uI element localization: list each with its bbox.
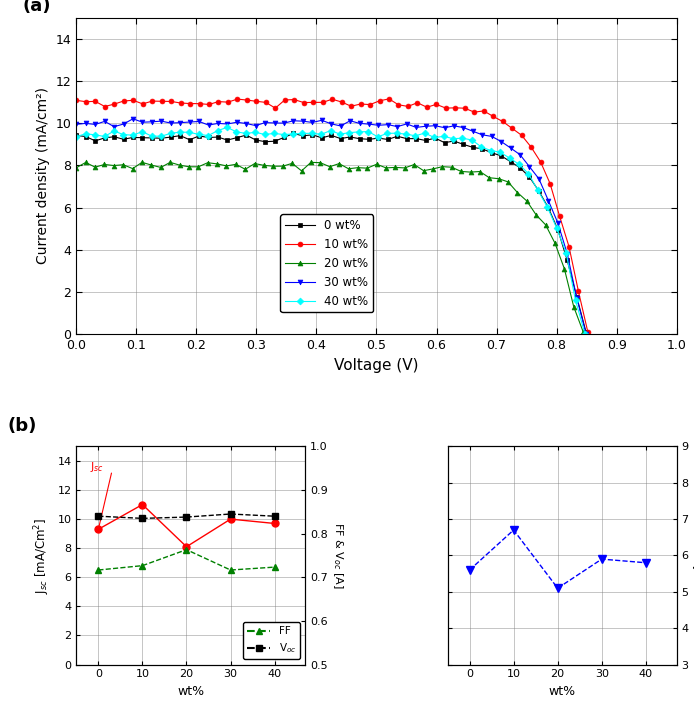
30 wt% bbox=[176, 118, 185, 127]
20 wt% bbox=[532, 211, 541, 219]
Line: J$_{sc}$: J$_{sc}$ bbox=[95, 501, 278, 550]
Line: 20 wt%: 20 wt% bbox=[74, 160, 586, 334]
30 wt% bbox=[72, 120, 81, 129]
20 wt% bbox=[128, 164, 137, 173]
Legend: FF, V$_{oc}$: FF, V$_{oc}$ bbox=[243, 622, 301, 660]
Line: FF: FF bbox=[95, 547, 278, 573]
X-axis label: wt%: wt% bbox=[178, 685, 205, 698]
Text: (a): (a) bbox=[22, 0, 51, 15]
10 wt% bbox=[167, 97, 176, 105]
Y-axis label: FF & V$_{oc}$ [A]: FF & V$_{oc}$ [A] bbox=[331, 522, 345, 589]
0 wt% bbox=[72, 131, 81, 139]
20 wt% bbox=[176, 161, 184, 170]
V$_{oc}$ bbox=[138, 514, 146, 522]
40 wt% bbox=[223, 123, 231, 132]
V$_{oc}$ bbox=[183, 513, 191, 521]
10 wt% bbox=[584, 328, 592, 337]
Line: 0 wt%: 0 wt% bbox=[74, 131, 589, 335]
V$_{oc}$ bbox=[226, 510, 235, 518]
40 wt% bbox=[581, 329, 589, 338]
X-axis label: wt%: wt% bbox=[548, 685, 575, 698]
FF bbox=[138, 561, 146, 570]
20 wt% bbox=[570, 303, 578, 311]
FF bbox=[271, 563, 279, 571]
20 wt% bbox=[203, 158, 212, 167]
V$_{oc}$ bbox=[94, 512, 103, 520]
40 wt% bbox=[270, 129, 278, 138]
10 wt% bbox=[575, 287, 583, 296]
Y-axis label: J$_{sc}$ [mA/Cm$^2$]: J$_{sc}$ [mA/Cm$^2$] bbox=[32, 518, 52, 593]
Y-axis label: Current density (mA/cm²): Current density (mA/cm²) bbox=[36, 88, 50, 264]
30 wt% bbox=[271, 119, 279, 127]
Line: 10 wt%: 10 wt% bbox=[74, 96, 591, 335]
0 wt% bbox=[573, 293, 581, 301]
J$_{sc}$ bbox=[138, 501, 146, 509]
10 wt% bbox=[385, 95, 393, 103]
40 wt% bbox=[167, 129, 175, 138]
Legend: 0 wt%, 10 wt%, 20 wt%, 30 wt%, 40 wt%: 0 wt%, 10 wt%, 20 wt%, 30 wt%, 40 wt% bbox=[280, 214, 373, 312]
10 wt% bbox=[195, 100, 203, 108]
30 wt% bbox=[573, 293, 581, 302]
FF bbox=[94, 566, 103, 574]
40 wt% bbox=[128, 131, 137, 139]
FF bbox=[226, 566, 235, 574]
Line: 40 wt%: 40 wt% bbox=[74, 125, 587, 337]
20 wt% bbox=[269, 162, 278, 170]
Text: (b): (b) bbox=[8, 417, 37, 436]
20 wt% bbox=[579, 327, 587, 336]
0 wt% bbox=[195, 132, 203, 140]
Text: J$_{sc}$: J$_{sc}$ bbox=[90, 460, 104, 474]
20 wt% bbox=[72, 163, 81, 172]
J$_{sc}$ bbox=[183, 542, 191, 551]
Line: 30 wt%: 30 wt% bbox=[74, 117, 589, 337]
0 wt% bbox=[535, 187, 543, 195]
20 wt% bbox=[138, 158, 146, 167]
0 wt% bbox=[129, 133, 137, 141]
10 wt% bbox=[72, 96, 81, 105]
J$_{sc}$ bbox=[271, 519, 279, 527]
30 wt% bbox=[204, 121, 212, 129]
J$_{sc}$ bbox=[94, 525, 103, 534]
V$_{oc}$ bbox=[271, 512, 279, 520]
FF bbox=[183, 545, 191, 554]
10 wt% bbox=[129, 96, 137, 105]
40 wt% bbox=[72, 132, 81, 141]
40 wt% bbox=[571, 296, 579, 305]
40 wt% bbox=[194, 130, 203, 139]
30 wt% bbox=[582, 330, 591, 339]
Line: V$_{oc}$: V$_{oc}$ bbox=[95, 510, 278, 522]
X-axis label: Voltage (V): Voltage (V) bbox=[335, 358, 418, 373]
30 wt% bbox=[535, 175, 543, 183]
10 wt% bbox=[262, 98, 270, 107]
40 wt% bbox=[534, 186, 542, 194]
Y-axis label: Efficiency [%]: Efficiency [%] bbox=[693, 515, 694, 596]
0 wt% bbox=[289, 129, 298, 138]
0 wt% bbox=[167, 133, 175, 141]
0 wt% bbox=[261, 137, 269, 146]
0 wt% bbox=[582, 328, 591, 337]
J$_{sc}$ bbox=[226, 515, 235, 523]
10 wt% bbox=[536, 158, 545, 166]
30 wt% bbox=[138, 118, 146, 127]
30 wt% bbox=[129, 115, 137, 123]
